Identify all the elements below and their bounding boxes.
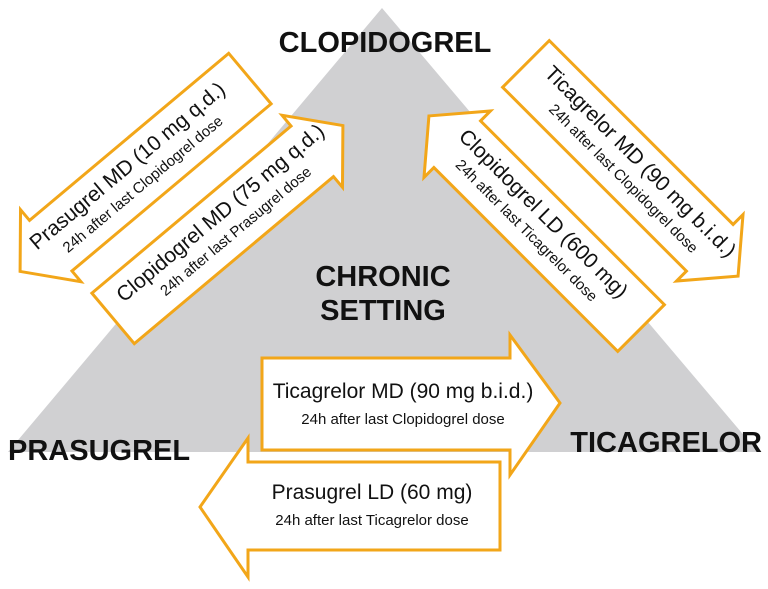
prasugrel-label: PRASUGREL — [8, 435, 190, 467]
arrow-shape — [500, 38, 745, 283]
clopidogrel-label: CLOPIDOGREL — [279, 27, 492, 59]
arrow-subtitle: 24h after last Ticagrelor dose — [275, 512, 468, 529]
background-triangle — [8, 8, 758, 452]
arrow-shape — [18, 51, 274, 284]
arrow-title: Ticagrelor MD (90 mg b.i.d.) — [273, 380, 534, 403]
arrow-subtitle: 24h after last Clopidogrel dose — [301, 411, 504, 428]
center-label-line2: SETTING — [320, 295, 446, 327]
arrow-title: Prasugrel LD (60 mg) — [272, 481, 473, 504]
ticagrelor-label: TICAGRELOR — [570, 427, 762, 459]
arrow-ticagrelor-to-prasugrel: Prasugrel LD (60 mg) 24h after last Tica… — [198, 433, 502, 582]
arrow-shape — [198, 433, 502, 582]
arrow-shape — [260, 330, 562, 480]
center-label-line1: CHRONIC — [315, 261, 450, 293]
arrow-prasugrel-to-ticagrelor: Ticagrelor MD (90 mg b.i.d.) 24h after l… — [260, 330, 562, 480]
arrow-shape — [89, 113, 345, 346]
arrow-shape — [422, 109, 667, 354]
